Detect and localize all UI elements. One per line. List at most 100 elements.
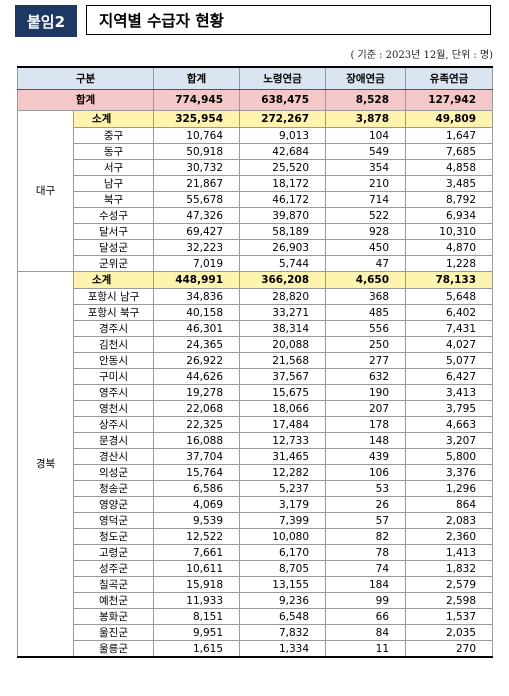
- table-cell: 8,528: [325, 89, 407, 111]
- table-cell: 190: [325, 384, 407, 401]
- table-cell: 15,918: [153, 576, 241, 593]
- table-cell: 277: [325, 352, 407, 369]
- table-cell: 1,296: [405, 480, 494, 497]
- table-cell: 354: [325, 159, 407, 176]
- table-cell: 21,867: [153, 175, 241, 192]
- table-cell: 10,611: [153, 560, 241, 577]
- table-cell: 106: [325, 464, 407, 481]
- table-cell: 4,069: [153, 496, 241, 513]
- district-name: 영천시: [72, 400, 155, 417]
- table-cell: 8,792: [405, 191, 494, 208]
- unit-note: ( 기준 : 2023년 12월, 단위 : 명): [350, 50, 493, 61]
- table-cell: 99: [325, 592, 407, 609]
- table-cell: 7,019: [153, 255, 241, 272]
- table-cell: 28,820: [239, 288, 327, 305]
- table-cell: 485: [325, 304, 407, 321]
- table-cell: 78,133: [405, 271, 494, 289]
- table-cell: 210: [325, 175, 407, 192]
- table-cell: 8,705: [239, 560, 327, 577]
- table-cell: 448,991: [153, 271, 241, 289]
- district-name: 중구: [72, 127, 155, 144]
- table-row: 안동시 26,922 21,568 277 5,077: [18, 352, 494, 369]
- table-cell: 34,836: [153, 288, 241, 305]
- table-row: 수성구 47,326 39,870 522 6,934: [18, 207, 494, 224]
- district-name: 문경시: [72, 432, 155, 449]
- table-cell: 66: [325, 608, 407, 625]
- table-cell: 20,088: [239, 336, 327, 353]
- table-cell: 6,548: [239, 608, 327, 625]
- table-cell: 18,066: [239, 400, 327, 417]
- table-cell: 31,465: [239, 448, 327, 465]
- table-cell: 5,077: [405, 352, 494, 369]
- district-name: 영양군: [72, 496, 155, 513]
- table-row: 울진군 9,951 7,832 84 2,035: [18, 624, 494, 641]
- table-cell: 4,870: [405, 239, 494, 256]
- table-cell: 3,878: [325, 110, 407, 128]
- table-cell: 1,228: [405, 255, 494, 272]
- district-name: 구미시: [72, 368, 155, 385]
- table-row: 경주시 46,301 38,314 556 7,431: [18, 320, 494, 337]
- table-cell: 7,399: [239, 512, 327, 529]
- table-cell: 127,942: [405, 89, 494, 111]
- district-name: 동구: [72, 143, 155, 160]
- table-row: 영양군 4,069 3,179 26 864: [18, 496, 494, 513]
- table-row: 울릉군 1,615 1,334 11 270: [18, 640, 494, 658]
- table-cell: 556: [325, 320, 407, 337]
- table-cell: 50,918: [153, 143, 241, 160]
- table-cell: 1,537: [405, 608, 494, 625]
- district-name: 청송군: [72, 480, 155, 497]
- table-row: 서구 30,732 25,520 354 4,858: [18, 159, 494, 176]
- column-header: 노령연금: [239, 66, 327, 90]
- table-cell: 5,744: [239, 255, 327, 272]
- table-cell: 1,832: [405, 560, 494, 577]
- attachment-badge: 붙임2: [15, 5, 77, 37]
- table-cell: 32,223: [153, 239, 241, 256]
- table-row: 달서구 69,427 58,189 928 10,310: [18, 223, 494, 240]
- table-cell: 104: [325, 127, 407, 144]
- table-cell: 42,684: [239, 143, 327, 160]
- table-cell: 30,732: [153, 159, 241, 176]
- table-cell: 15,675: [239, 384, 327, 401]
- table-cell: 49,809: [405, 110, 494, 128]
- table-row: 예천군 11,933 9,236 99 2,598: [18, 592, 494, 609]
- table-cell: 6,402: [405, 304, 494, 321]
- table-cell: 25,520: [239, 159, 327, 176]
- table-cell: 638,475: [239, 89, 327, 111]
- table-row: 군위군 7,019 5,744 47 1,228: [18, 255, 494, 272]
- table-cell: 9,539: [153, 512, 241, 529]
- table-row: 북구 55,678 46,172 714 8,792: [18, 191, 494, 208]
- table-cell: 7,832: [239, 624, 327, 641]
- table-cell: 774,945: [153, 89, 241, 111]
- district-name: 수성구: [72, 207, 155, 224]
- table-cell: 55,678: [153, 191, 241, 208]
- table-cell: 4,858: [405, 159, 494, 176]
- district-name: 남구: [72, 175, 155, 192]
- table-row: 영주시 19,278 15,675 190 3,413: [18, 384, 494, 401]
- table-row: 경산시 37,704 31,465 439 5,800: [18, 448, 494, 465]
- table-cell: 7,685: [405, 143, 494, 160]
- table-cell: 78: [325, 544, 407, 561]
- table-cell: 37,704: [153, 448, 241, 465]
- header-row: 구분 합계 노령연금 장애연금 유족연금: [16, 66, 494, 90]
- table-cell: 69,427: [153, 223, 241, 240]
- table-cell: 38,314: [239, 320, 327, 337]
- district-name: 울진군: [72, 624, 155, 641]
- table-cell: 24,365: [153, 336, 241, 353]
- table-cell: 439: [325, 448, 407, 465]
- table-cell: 12,522: [153, 528, 241, 545]
- table-cell: 39,870: [239, 207, 327, 224]
- district-name: 상주시: [72, 416, 155, 433]
- table-cell: 37,567: [239, 368, 327, 385]
- table-cell: 9,013: [239, 127, 327, 144]
- district-name: 북구: [72, 191, 155, 208]
- table-cell: 3,179: [239, 496, 327, 513]
- table-cell: 12,733: [239, 432, 327, 449]
- district-name: 안동시: [72, 352, 155, 369]
- grand-total-label: 합계: [16, 89, 155, 111]
- table-cell: 1,334: [239, 640, 327, 658]
- district-name: 경산시: [72, 448, 155, 465]
- table-cell: 17,484: [239, 416, 327, 433]
- district-name: 청도군: [72, 528, 155, 545]
- district-name: 달서구: [72, 223, 155, 240]
- table-cell: 522: [325, 207, 407, 224]
